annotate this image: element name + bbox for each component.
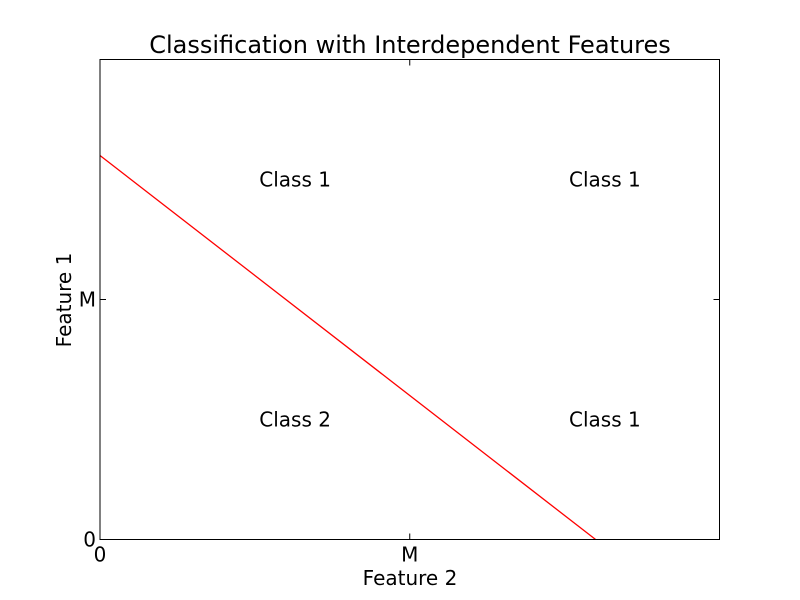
- class-annotation: Class 2: [259, 408, 331, 432]
- plot-frame: [99, 59, 720, 540]
- y-tick-label: M: [79, 288, 96, 312]
- series-layer: [99, 154, 596, 541]
- annotation-layer: Class 1 Class 1 Class 2 Class 1: [259, 168, 640, 432]
- chart-title: Classification with Interdependent Featu…: [149, 31, 671, 59]
- class-annotation: Class 1: [569, 408, 641, 432]
- x-tick-label: 0: [94, 543, 107, 567]
- y-axis-label: Feature 1: [52, 253, 76, 348]
- x-tick-label: M: [401, 543, 418, 567]
- class-annotation: Class 1: [259, 168, 331, 192]
- y-tick-label: 0: [83, 528, 96, 552]
- class-annotation: Class 1: [569, 168, 641, 192]
- tick-layer: 0 M 0 M: [79, 59, 720, 567]
- decision-boundary-line: [99, 154, 596, 541]
- x-axis-label: Feature 2: [363, 566, 458, 590]
